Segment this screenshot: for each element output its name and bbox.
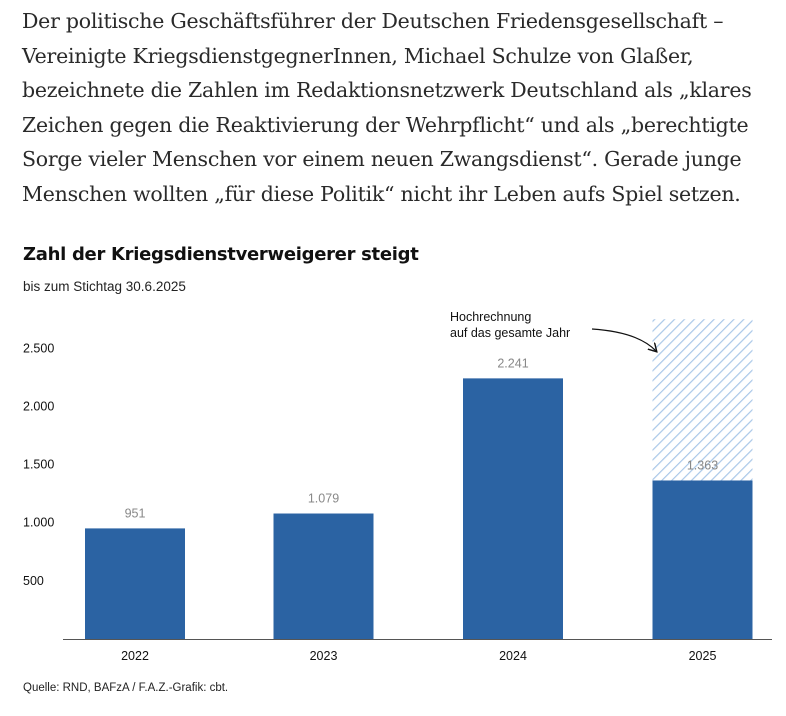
bar-2025 bbox=[652, 480, 753, 639]
article-paragraph: Der politische Geschäftsführer der Deuts… bbox=[22, 9, 752, 206]
x-tick-label-2024: 2024 bbox=[499, 649, 527, 663]
value-label-2022: 951 bbox=[125, 506, 146, 520]
x-tick-label-2025: 2025 bbox=[689, 649, 717, 663]
x-axis-tick-labels: 2022 2023 2024 2025 bbox=[121, 649, 716, 663]
y-tick-label: 500 bbox=[23, 574, 44, 588]
chart-subtitle: bis zum Stichtag 30.6.2025 bbox=[23, 279, 186, 294]
x-tick-label-2022: 2022 bbox=[121, 649, 149, 663]
annotation-line-1: Hochrechnung bbox=[450, 310, 531, 324]
y-axis-tick-labels: 500 1.000 1.500 2.000 2.500 bbox=[23, 341, 54, 588]
chart-title: Zahl der Kriegsdienstverweigerer steigt bbox=[23, 244, 419, 265]
y-tick-label: 2.500 bbox=[23, 341, 54, 355]
bar-2024 bbox=[463, 378, 563, 639]
y-tick-label: 2.000 bbox=[23, 399, 54, 413]
y-tick-label: 1.000 bbox=[23, 516, 54, 530]
bar-2022 bbox=[85, 528, 185, 639]
projection-annotation: Hochrechnung auf das gesamte Jahr bbox=[450, 310, 656, 351]
bars bbox=[85, 319, 753, 639]
y-tick-label: 1.500 bbox=[23, 458, 54, 472]
bar-2023 bbox=[273, 513, 374, 639]
value-labels: 951 1.079 2.241 1.363 bbox=[125, 356, 719, 520]
x-tick-label-2023: 2023 bbox=[310, 649, 338, 663]
value-label-2024: 2.241 bbox=[497, 356, 528, 370]
annotation-arrow bbox=[591, 328, 656, 351]
source-note: Quelle: RND, BAFzA / F.A.Z.-Grafik: cbt. bbox=[23, 682, 229, 694]
bar-chart: 500 1.000 1.500 2.000 2.500 951 1.079 2.241 1.3… bbox=[23, 310, 772, 663]
value-label-2025: 1.363 bbox=[687, 458, 718, 472]
annotation-line-2: auf das gesamte Jahr bbox=[450, 326, 570, 340]
value-label-2023: 1.079 bbox=[308, 492, 339, 506]
